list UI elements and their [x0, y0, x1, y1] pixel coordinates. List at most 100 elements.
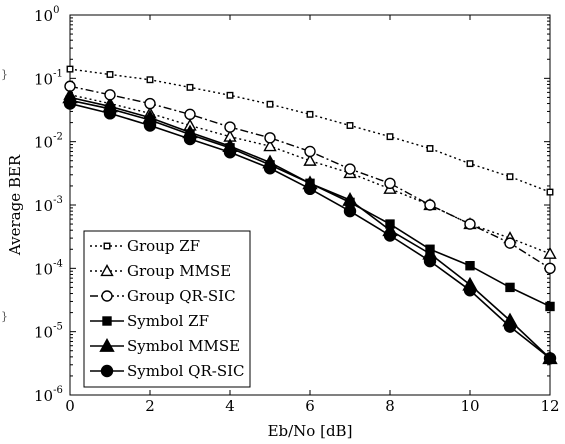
- series-group-qr-sic-point: [384, 177, 396, 190]
- legend-group-qr-sic-label: Group QR-SIC: [127, 287, 236, 305]
- x-tick-label: 8: [385, 397, 395, 415]
- series-group-qr-sic: [64, 80, 556, 275]
- y-tick-label: 10-4: [34, 258, 63, 278]
- legend-symbol-zf-label: Symbol ZF: [127, 312, 209, 330]
- series-symbol-qr-sic-point: [103, 107, 117, 120]
- legend: Group ZF Group MMSE Group QR-SIC Symbol ZF S…: [83, 230, 251, 388]
- series-group-zf-point: [186, 83, 194, 91]
- y-tick-label: 10-3: [34, 195, 63, 215]
- series-symbol-qr-sic-point: [543, 352, 557, 365]
- x-tick-label: 10: [460, 397, 479, 415]
- y-tick-label: 10-6: [34, 385, 63, 405]
- x-tick-label: 0: [65, 397, 75, 415]
- y-tick-exponent: -6: [53, 385, 63, 396]
- legend-symbol-qr-sic: Symbol QR-SIC: [90, 362, 245, 380]
- y-axis-label: Average BER: [6, 154, 24, 256]
- series-group-qr-sic-point: [504, 237, 516, 249]
- series-group-zf: [66, 65, 554, 196]
- series-symbol-qr-sic-point: [423, 254, 437, 268]
- series-symbol-qr-sic-point: [223, 146, 237, 159]
- series-group-qr-sic-point: [104, 89, 116, 101]
- legend-group-zf-point: [103, 242, 111, 250]
- x-axis-label: Eb/No [dB]: [268, 422, 353, 440]
- series-group-mmse-point: [263, 139, 277, 152]
- series-group-qr-sic-point: [144, 97, 156, 110]
- legend-symbol-mmse-point: [99, 338, 115, 352]
- series-group-mmse-point: [543, 246, 557, 259]
- x-tick-label: 6: [305, 397, 315, 415]
- y-tick-exponent: -2: [53, 132, 63, 143]
- y-tick-label: 10-1: [34, 68, 63, 88]
- series-symbol-qr-sic-point: [143, 119, 157, 132]
- y-tick-exponent: -4: [53, 258, 63, 269]
- y-tick-label: 100: [34, 5, 59, 25]
- legend-symbol-qr-sic-point: [100, 364, 114, 378]
- series-group-qr-sic-point: [424, 199, 436, 211]
- legend-symbol-zf: Symbol ZF: [90, 312, 209, 330]
- series-group-zf-point: [306, 110, 314, 118]
- series-symbol-zf-point: [465, 261, 475, 271]
- legend-symbol-mmse: Symbol MMSE: [90, 337, 240, 355]
- x-tick-label: 12: [540, 397, 559, 415]
- series-group-zf-point: [466, 160, 474, 168]
- series-group-zf-point: [146, 76, 154, 84]
- series-symbol-zf-point: [505, 282, 515, 293]
- y-tick-label: 10-5: [34, 322, 63, 342]
- series-group-qr-sic-point: [184, 108, 196, 121]
- series-group-zf-line: [69, 68, 551, 193]
- series-symbol-qr-sic-point: [63, 97, 77, 110]
- series-group-zf-point: [106, 71, 114, 78]
- legend-group-qr-sic: Group QR-SIC: [90, 287, 236, 305]
- series-symbol-qr-sic-point: [263, 162, 277, 175]
- legend-group-zf: Group ZF: [90, 237, 200, 255]
- series-group-qr-sic-point: [464, 218, 476, 230]
- legend-symbol-zf-point: [102, 316, 112, 326]
- y-tick-exponent: -1: [53, 68, 63, 79]
- x-tick-label: 4: [225, 397, 235, 415]
- legend-group-mmse-point: [100, 264, 114, 277]
- x-tick-label: 2: [145, 397, 155, 415]
- y-tick-exponent: -5: [53, 322, 63, 333]
- series-symbol-qr-sic-point: [303, 182, 317, 196]
- legend-box: [83, 230, 251, 388]
- legend-symbol-qr-sic-label: Symbol QR-SIC: [127, 362, 245, 380]
- legend-group-mmse: Group MMSE: [90, 262, 231, 280]
- series-group-qr-sic-point: [544, 262, 556, 275]
- y-tick-exponent: -3: [53, 195, 63, 206]
- series-layer: [62, 65, 558, 365]
- series-group-zf-point: [506, 173, 514, 181]
- y-tick-base: 10: [34, 70, 53, 88]
- legend-group-zf-label: Group ZF: [127, 237, 200, 255]
- y-tick-base: 10: [34, 260, 53, 278]
- legend-group-qr-sic-point: [101, 290, 113, 302]
- series-symbol-zf-point: [545, 301, 555, 312]
- legend-symbol-mmse-label: Symbol MMSE: [127, 337, 240, 355]
- series-symbol-qr-sic: [63, 97, 557, 365]
- y-tick-base: 10: [34, 324, 53, 342]
- series-group-zf-point: [386, 133, 394, 141]
- series-symbol-qr-sic-point: [183, 132, 197, 146]
- stray-brace-top: }: [1, 68, 8, 81]
- y-tick-base: 10: [34, 387, 53, 405]
- series-symbol-qr-sic-point: [463, 284, 477, 297]
- series-group-qr-sic-point: [264, 132, 276, 144]
- series-group-zf-point: [226, 91, 234, 99]
- series-group-zf-point: [346, 122, 354, 129]
- series-group-mmse-point: [303, 153, 317, 166]
- legend-group-mmse-label: Group MMSE: [127, 262, 231, 280]
- stray-brace-bottom: }: [1, 310, 8, 323]
- series-group-qr-sic-point: [304, 145, 316, 158]
- y-tick-base: 10: [34, 134, 53, 152]
- series-group-zf-point: [546, 188, 554, 196]
- series-group-qr-sic-point: [344, 163, 356, 175]
- series-symbol-qr-sic-point: [343, 204, 357, 218]
- series-group-qr-sic-point: [224, 121, 236, 133]
- y-tick-exponent: 0: [53, 5, 59, 16]
- series-group-zf-point: [266, 100, 274, 108]
- series-group-zf-point: [66, 65, 74, 73]
- y-tick-base: 10: [34, 197, 53, 215]
- series-group-zf-point: [426, 145, 434, 152]
- series-group-mmse-line: [69, 94, 551, 255]
